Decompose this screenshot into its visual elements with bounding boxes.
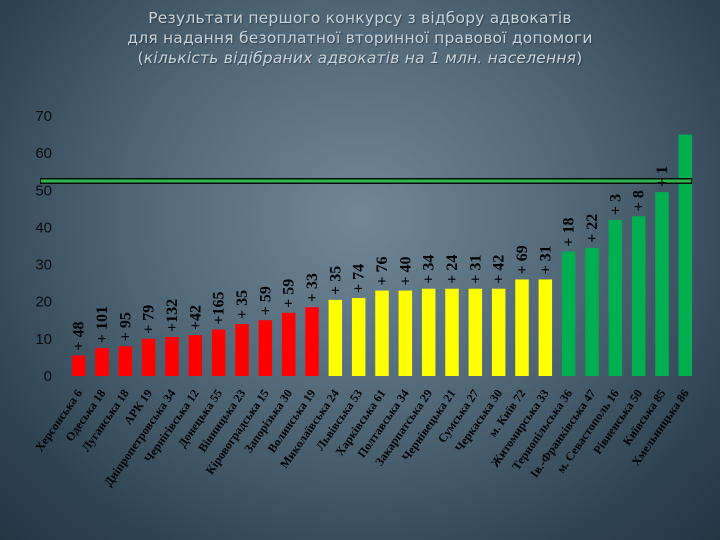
bar [188,335,203,376]
bar-annotation: + 31 [467,255,484,284]
bar-annotation: + 101 [94,306,111,343]
bar [71,355,86,376]
title-paren-open: ( [137,49,144,67]
bar [375,290,389,376]
bar [421,288,436,376]
bar [631,216,646,376]
bar-annotation: + 40 [397,256,414,285]
bar [561,251,576,376]
bar [398,290,413,376]
bar-annotation: + 24 [444,255,461,284]
bar [538,279,553,376]
bar [468,288,483,376]
bar-annotation: + 74 [351,264,368,293]
bar [235,324,249,376]
bar [585,247,599,376]
bar-annotation: + 8 [631,190,648,211]
title-line-2: для надання безоплатної вторинної правов… [127,29,593,47]
bar-annotation: + 95 [117,312,134,341]
bar [141,338,156,376]
bar-annotation: + 1 [654,166,671,187]
bar-annotation: + 69 [514,245,531,274]
bar [281,312,296,376]
chart-title: Результати першого конкурсу з відбору ад… [60,8,660,68]
bar-annotation: + 35 [327,266,344,295]
y-tick-label: 70 [35,108,52,125]
bar [95,348,109,376]
title-paren-close: ) [576,49,583,67]
bar-annotation: + 22 [584,214,601,243]
bar [211,329,226,376]
bar [445,288,459,376]
bar [118,346,133,376]
bar-annotation: +165 [211,291,228,324]
bar-annotation: + 42 [491,255,508,284]
bar [491,288,506,376]
y-tick-label: 40 [35,219,52,236]
bar-annotation: + 31 [537,245,554,274]
bar-annotation: + 59 [257,286,274,315]
bar-annotation: + 33 [304,273,321,302]
title-line-1: Результати першого конкурсу з відбору ад… [148,9,572,27]
y-tick-label: 20 [35,294,52,311]
bar-annotation: + 34 [421,255,438,284]
title-subtitle: кількість відібраних адвокатів на 1 млн.… [143,49,577,67]
reference-line [41,179,691,183]
bar-annotation: + 35 [234,290,251,319]
y-tick-label: 0 [44,368,52,385]
bar [258,320,273,376]
bar [515,279,529,376]
bar [351,298,366,376]
y-tick-label: 50 [35,182,52,199]
bar [165,337,179,376]
bar-annotation: + 18 [561,217,578,246]
bar [328,299,343,376]
bar-annotation: +132 [164,299,181,332]
bar-annotation: + 48 [71,321,88,350]
y-tick-label: 10 [35,331,52,348]
title-line-3: (кількість відібраних адвокатів на 1 млн… [60,48,660,68]
bar-annotation: + 3 [607,194,624,215]
bar-annotation: + 59 [281,279,298,308]
bar [655,192,669,376]
y-tick-label: 30 [35,257,52,274]
bar [678,134,693,376]
bar-annotation: +42 [187,305,204,330]
bar-annotation: + 79 [141,305,158,334]
bar [305,307,319,376]
bar [608,220,623,376]
bar-annotation: + 76 [374,256,391,285]
y-tick-label: 60 [35,145,52,162]
